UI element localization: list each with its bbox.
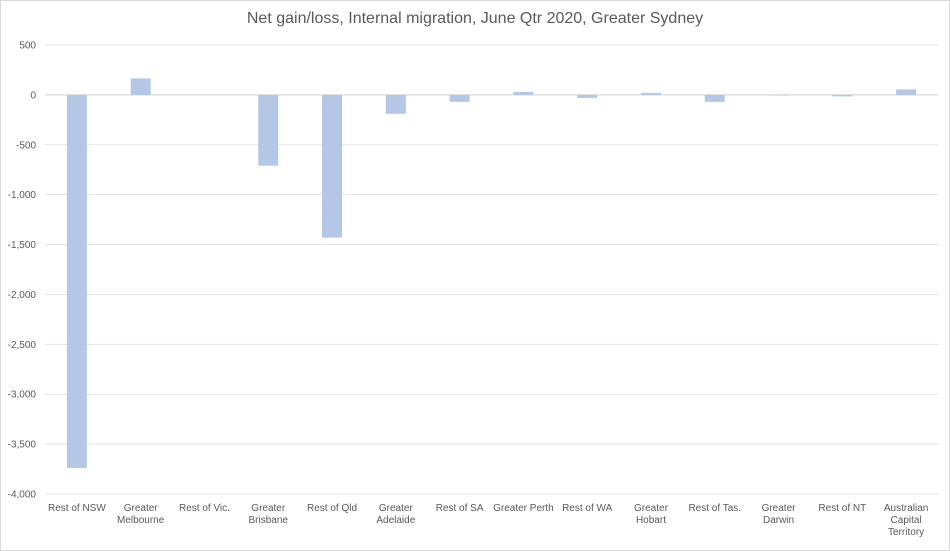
- x-category-label: Greater Darwin: [762, 503, 797, 526]
- x-category-label: Greater Melbourne: [117, 503, 165, 526]
- y-tick-label: 0: [30, 90, 36, 101]
- y-tick-label: -500: [16, 140, 36, 151]
- bar: [385, 94, 406, 114]
- y-axis-tick-labels: 500 0 -500 -1,000 -1,500 -2,000 -2,500 -3,000 -3…: [8, 41, 37, 501]
- bar: [640, 92, 661, 95]
- bar: [513, 91, 534, 95]
- bar: [66, 94, 87, 469]
- bar: [322, 94, 343, 238]
- x-category-label: Greater Adelaide: [376, 503, 415, 526]
- bar: [577, 94, 598, 98]
- x-category-label: Greater Brisbane: [249, 503, 289, 526]
- y-tick-label: -1,500: [8, 240, 37, 251]
- bar: [768, 94, 789, 96]
- y-tick-label: -3,500: [8, 440, 37, 451]
- x-category-label: Rest of Tas.: [688, 503, 741, 514]
- x-category-label: Rest of SA: [436, 503, 484, 514]
- bar: [832, 94, 853, 97]
- x-category-label: Rest of Qld: [307, 503, 357, 514]
- bar: [258, 94, 279, 166]
- y-tick-label: -2,000: [8, 290, 37, 301]
- y-tick-label: 500: [19, 41, 36, 52]
- x-category-label: Rest of NSW: [48, 503, 106, 514]
- bar: [449, 94, 470, 102]
- bar: [130, 78, 151, 95]
- x-category-label: Rest of Vic.: [179, 503, 230, 514]
- bar: [704, 94, 725, 102]
- y-tick-label: -4,000: [8, 490, 37, 501]
- bars: [66, 78, 917, 469]
- x-category-label: Rest of NT: [818, 503, 866, 514]
- x-category-label: Rest of WA: [562, 503, 613, 514]
- bar: [896, 89, 917, 95]
- x-category-label: Australian Capital Territory: [884, 503, 928, 538]
- y-tick-label: -1,000: [8, 190, 37, 201]
- x-axis-category-labels: Rest of NSW Greater Melbourne Rest of Vic. G…: [48, 503, 928, 538]
- chart-title: Net gain/loss, Internal migration, June …: [246, 10, 704, 27]
- y-tick-label: -2,500: [8, 340, 37, 351]
- x-category-label: Greater Perth: [493, 503, 554, 514]
- gridlines: [45, 44, 938, 495]
- y-tick-label: -3,000: [8, 390, 37, 401]
- x-category-label: Greater Hobart: [634, 503, 669, 526]
